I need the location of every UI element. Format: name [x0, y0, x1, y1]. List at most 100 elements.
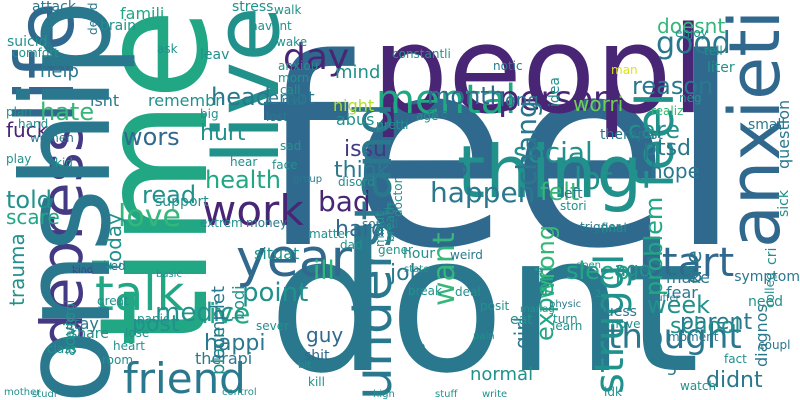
word-medic: medic — [155, 298, 235, 328]
word-pain: pain — [473, 331, 495, 342]
word-need: need — [748, 294, 783, 310]
word-question: question — [774, 99, 793, 169]
word-tell: tell — [704, 44, 723, 58]
word-guy: guy — [306, 323, 344, 347]
word-wake: wake — [276, 35, 308, 49]
word-basic: basic — [156, 269, 182, 280]
word-realiz: realiz — [651, 104, 684, 118]
word-think: think — [334, 158, 390, 183]
word-bodi: bodi — [229, 285, 248, 320]
word-fuck: fuck — [6, 118, 49, 142]
word-famili: famili — [120, 4, 165, 23]
word-idk: idk — [604, 385, 622, 399]
word-class: class — [47, 342, 77, 356]
word-trigger: trigger — [580, 220, 621, 234]
word-comfort: comfort — [12, 46, 59, 60]
word-emot: emot — [268, 88, 315, 109]
word-good: good — [656, 26, 731, 61]
word-chang: chang — [510, 100, 543, 186]
word-dont: dont — [268, 194, 700, 400]
word-small: small — [748, 117, 786, 133]
word-situat: situat — [254, 244, 300, 263]
word-peopl: peopl — [372, 2, 705, 141]
word-kid: kid — [55, 156, 73, 170]
word-lose: lose — [125, 326, 150, 340]
word-school: school — [670, 314, 741, 339]
word-point: point — [242, 278, 309, 308]
word-moment: moment — [668, 330, 719, 344]
word-2: 2 — [595, 289, 602, 300]
word-head: head — [211, 83, 271, 111]
word-ptsd: ptsd — [643, 136, 692, 161]
word-hand: hand — [18, 117, 49, 131]
word-watch: watch — [680, 379, 717, 393]
word-3: 3 — [416, 340, 427, 359]
word-therapi: therapi — [195, 349, 253, 368]
word-write: write — [482, 389, 508, 400]
word-hard: hard — [335, 217, 386, 242]
word-suffer: suffer — [651, 293, 680, 304]
word-coupl: coupl — [758, 338, 791, 352]
word-constantli: constantli — [392, 47, 451, 61]
word-gener: gener — [378, 243, 413, 257]
word-weird: weird — [450, 248, 483, 262]
word-start: start — [641, 240, 735, 286]
word-told: told — [6, 186, 52, 214]
word-happen: happen — [430, 176, 536, 209]
word-open: open — [576, 260, 601, 271]
word-hear: hear — [230, 155, 258, 169]
word-dad: dad — [340, 238, 363, 252]
word-hour: hour — [403, 246, 436, 262]
word-sick: sick — [776, 190, 792, 217]
word-isnt: isnt — [90, 91, 120, 110]
word-reason: reason — [632, 72, 714, 100]
word-ago: ago — [614, 257, 652, 281]
word-talk: talk — [95, 266, 185, 322]
word-money: money — [246, 216, 288, 230]
word-women: women — [30, 131, 74, 145]
word-panic: panic — [137, 312, 170, 326]
word-mother: mother — [4, 387, 41, 398]
word-month: month — [427, 82, 505, 110]
word-tire: tire — [428, 107, 449, 121]
word-live: live — [201, 297, 251, 330]
word-guess: guess — [596, 304, 637, 320]
word-hope: hope — [650, 159, 700, 183]
word-big: big — [200, 107, 219, 121]
word-hous: hous — [524, 265, 544, 274]
word-complet: complet — [208, 285, 229, 359]
word-group: group — [293, 174, 323, 185]
word-play: play — [6, 152, 32, 166]
word-deal: deal — [455, 285, 481, 299]
word-posit: posit — [480, 299, 510, 313]
word-decid: decid — [86, 2, 100, 35]
word-happi: happi — [204, 331, 266, 356]
word-symptom: symptom — [734, 269, 800, 285]
word-worri: worri — [573, 92, 624, 116]
word-post: post — [132, 312, 180, 337]
word-stay: stay — [65, 314, 99, 333]
word-break: break — [408, 284, 442, 298]
word-5: 5 — [667, 360, 678, 379]
word-feel: feel — [258, 4, 742, 306]
word-stress: stress — [232, 0, 274, 15]
word-man: man — [611, 63, 638, 77]
word-ill: ill — [313, 256, 335, 286]
word-issu: issu — [344, 137, 387, 162]
word-sad: sad — [280, 139, 302, 153]
word-long: long — [500, 90, 539, 111]
word-mental: mental — [376, 77, 517, 123]
word-bed: bed — [103, 259, 126, 273]
word-ask: ask — [157, 42, 178, 56]
word-notic: notic — [493, 59, 523, 73]
word-walk: walk — [274, 3, 302, 17]
word-sound: sound — [362, 217, 399, 231]
word-suicid: suicid — [7, 34, 48, 50]
word-lot: lot — [574, 162, 613, 197]
word-didnt: didnt — [706, 368, 763, 393]
word-room: room — [102, 353, 134, 367]
word-close: close — [70, 259, 101, 273]
word-havent: havent — [250, 19, 292, 33]
word-final: final — [601, 221, 627, 235]
word-hurt: hurt — [200, 121, 246, 146]
